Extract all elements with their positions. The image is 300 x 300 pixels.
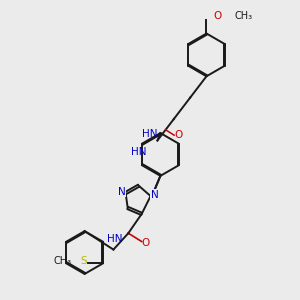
Text: N: N xyxy=(118,187,125,196)
Text: O: O xyxy=(141,238,149,248)
Text: CH₃: CH₃ xyxy=(234,11,252,21)
Text: HN: HN xyxy=(106,234,122,244)
Text: CH₃: CH₃ xyxy=(54,256,72,266)
Text: N: N xyxy=(151,190,159,200)
Text: O: O xyxy=(174,130,182,140)
Text: HN: HN xyxy=(142,129,157,140)
Text: S: S xyxy=(80,256,87,266)
Text: HN: HN xyxy=(130,147,146,158)
Text: O: O xyxy=(214,11,222,21)
Text: O: O xyxy=(214,11,222,21)
